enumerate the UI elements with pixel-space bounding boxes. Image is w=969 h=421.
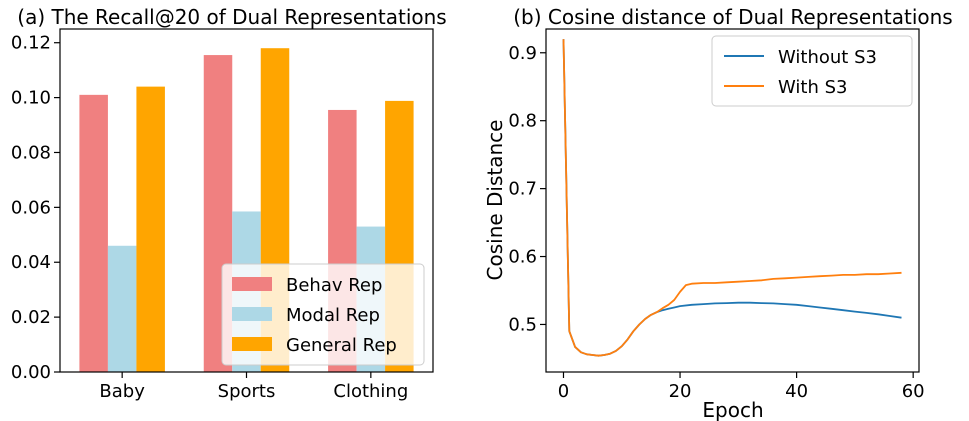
chart-a-legend-label: Modal Rep <box>286 305 380 326</box>
chart-a-xtick-label: Baby <box>99 381 145 402</box>
chart-b-xtick-label: 60 <box>902 381 925 402</box>
chart-a-ytick-label: 0.02 <box>11 307 51 328</box>
chart-b-legend: Without S3 With S3 <box>711 35 913 107</box>
chart-b-ylabel: Cosine Distance <box>483 120 507 281</box>
chart-a-ytick-label: 0.06 <box>11 197 51 218</box>
chart-a-legend: Behav Rep Modal Rep General Rep <box>221 263 425 366</box>
chart-b-ytick-label: 0.7 <box>508 179 537 200</box>
chart-a-legend-box <box>221 263 425 366</box>
chart-b-ytick-label: 0.8 <box>508 111 537 132</box>
chart-a-ytick-label: 0.08 <box>11 142 51 163</box>
cosine-line-chart: (b) Cosine distance of Dual Representati… <box>483 5 953 421</box>
chart-a-ytick-label: 0.00 <box>11 362 51 383</box>
chart-a-xtick-label: Sports <box>218 381 276 402</box>
chart-b-xlabel: Epoch <box>702 398 763 421</box>
chart-b-legend-box <box>711 35 913 107</box>
chart-a-title: (a) The Recall@20 of Dual Representation… <box>17 5 446 29</box>
line-with-s3 <box>562 39 902 357</box>
chart-b-xtick-label: 20 <box>669 381 692 402</box>
chart-a-legend-label: Behav Rep <box>286 275 382 296</box>
bar-behav-rep-baby <box>79 94 108 372</box>
chart-a-xtick-label: Clothing <box>333 381 408 402</box>
chart-b-xtick-label: 40 <box>785 381 808 402</box>
chart-a-legend-swatch <box>232 307 272 321</box>
chart-a-ytick-label: 0.10 <box>11 88 51 109</box>
chart-a-legend-swatch <box>232 277 272 291</box>
chart-a-ytick-label: 0.12 <box>11 33 51 54</box>
bar-modal-rep-baby <box>107 245 137 372</box>
bar-general-rep-baby <box>136 86 165 373</box>
chart-a-ytick-label: 0.04 <box>11 252 51 273</box>
chart-a-legend-swatch <box>232 337 272 351</box>
recall-bar-chart: (a) The Recall@20 of Dual Representation… <box>11 5 447 402</box>
chart-b-legend-label: Without S3 <box>778 47 877 68</box>
chart-b-ytick-label: 0.5 <box>508 314 537 335</box>
chart-b-ytick-label: 0.6 <box>508 247 537 268</box>
chart-b-xtick-label: 0 <box>558 381 569 402</box>
chart-a-legend-label: General Rep <box>286 335 397 356</box>
chart-b-title: (b) Cosine distance of Dual Representati… <box>513 5 952 29</box>
chart-b-ytick-label: 0.9 <box>508 43 537 64</box>
chart-b-legend-label: With S3 <box>778 77 847 98</box>
chart-b-frame <box>545 28 920 373</box>
